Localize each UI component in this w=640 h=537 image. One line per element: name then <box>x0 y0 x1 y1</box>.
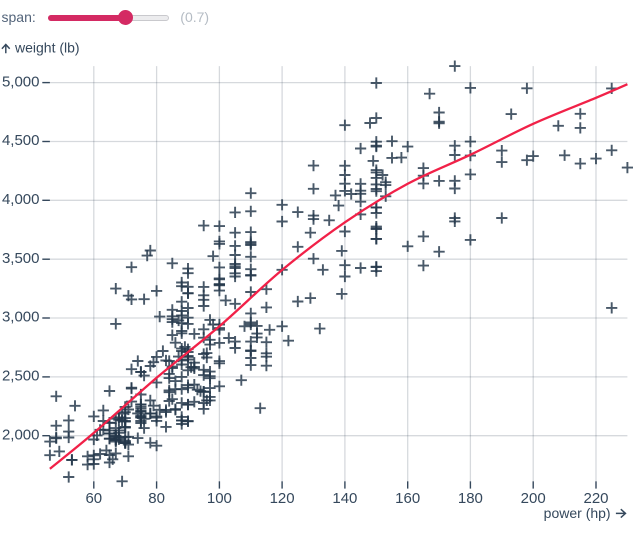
svg-text:4,000: 4,000 <box>2 191 40 208</box>
svg-text:220: 220 <box>583 490 608 507</box>
svg-text:120: 120 <box>270 490 295 507</box>
svg-text:power (hp): power (hp) <box>544 505 611 521</box>
svg-text:100: 100 <box>207 490 232 507</box>
svg-text:2,000: 2,000 <box>2 426 40 443</box>
svg-text:200: 200 <box>521 490 546 507</box>
svg-text:60: 60 <box>85 490 102 507</box>
svg-text:80: 80 <box>148 490 165 507</box>
svg-text:4,500: 4,500 <box>2 132 40 149</box>
svg-text:5,000: 5,000 <box>2 73 40 90</box>
svg-text:180: 180 <box>458 490 483 507</box>
svg-text:160: 160 <box>395 490 420 507</box>
svg-text:3,500: 3,500 <box>2 250 40 267</box>
svg-text:140: 140 <box>332 490 357 507</box>
svg-text:2,500: 2,500 <box>2 368 40 385</box>
svg-text:3,000: 3,000 <box>2 309 40 326</box>
svg-text:weight (lb): weight (lb) <box>14 40 80 56</box>
